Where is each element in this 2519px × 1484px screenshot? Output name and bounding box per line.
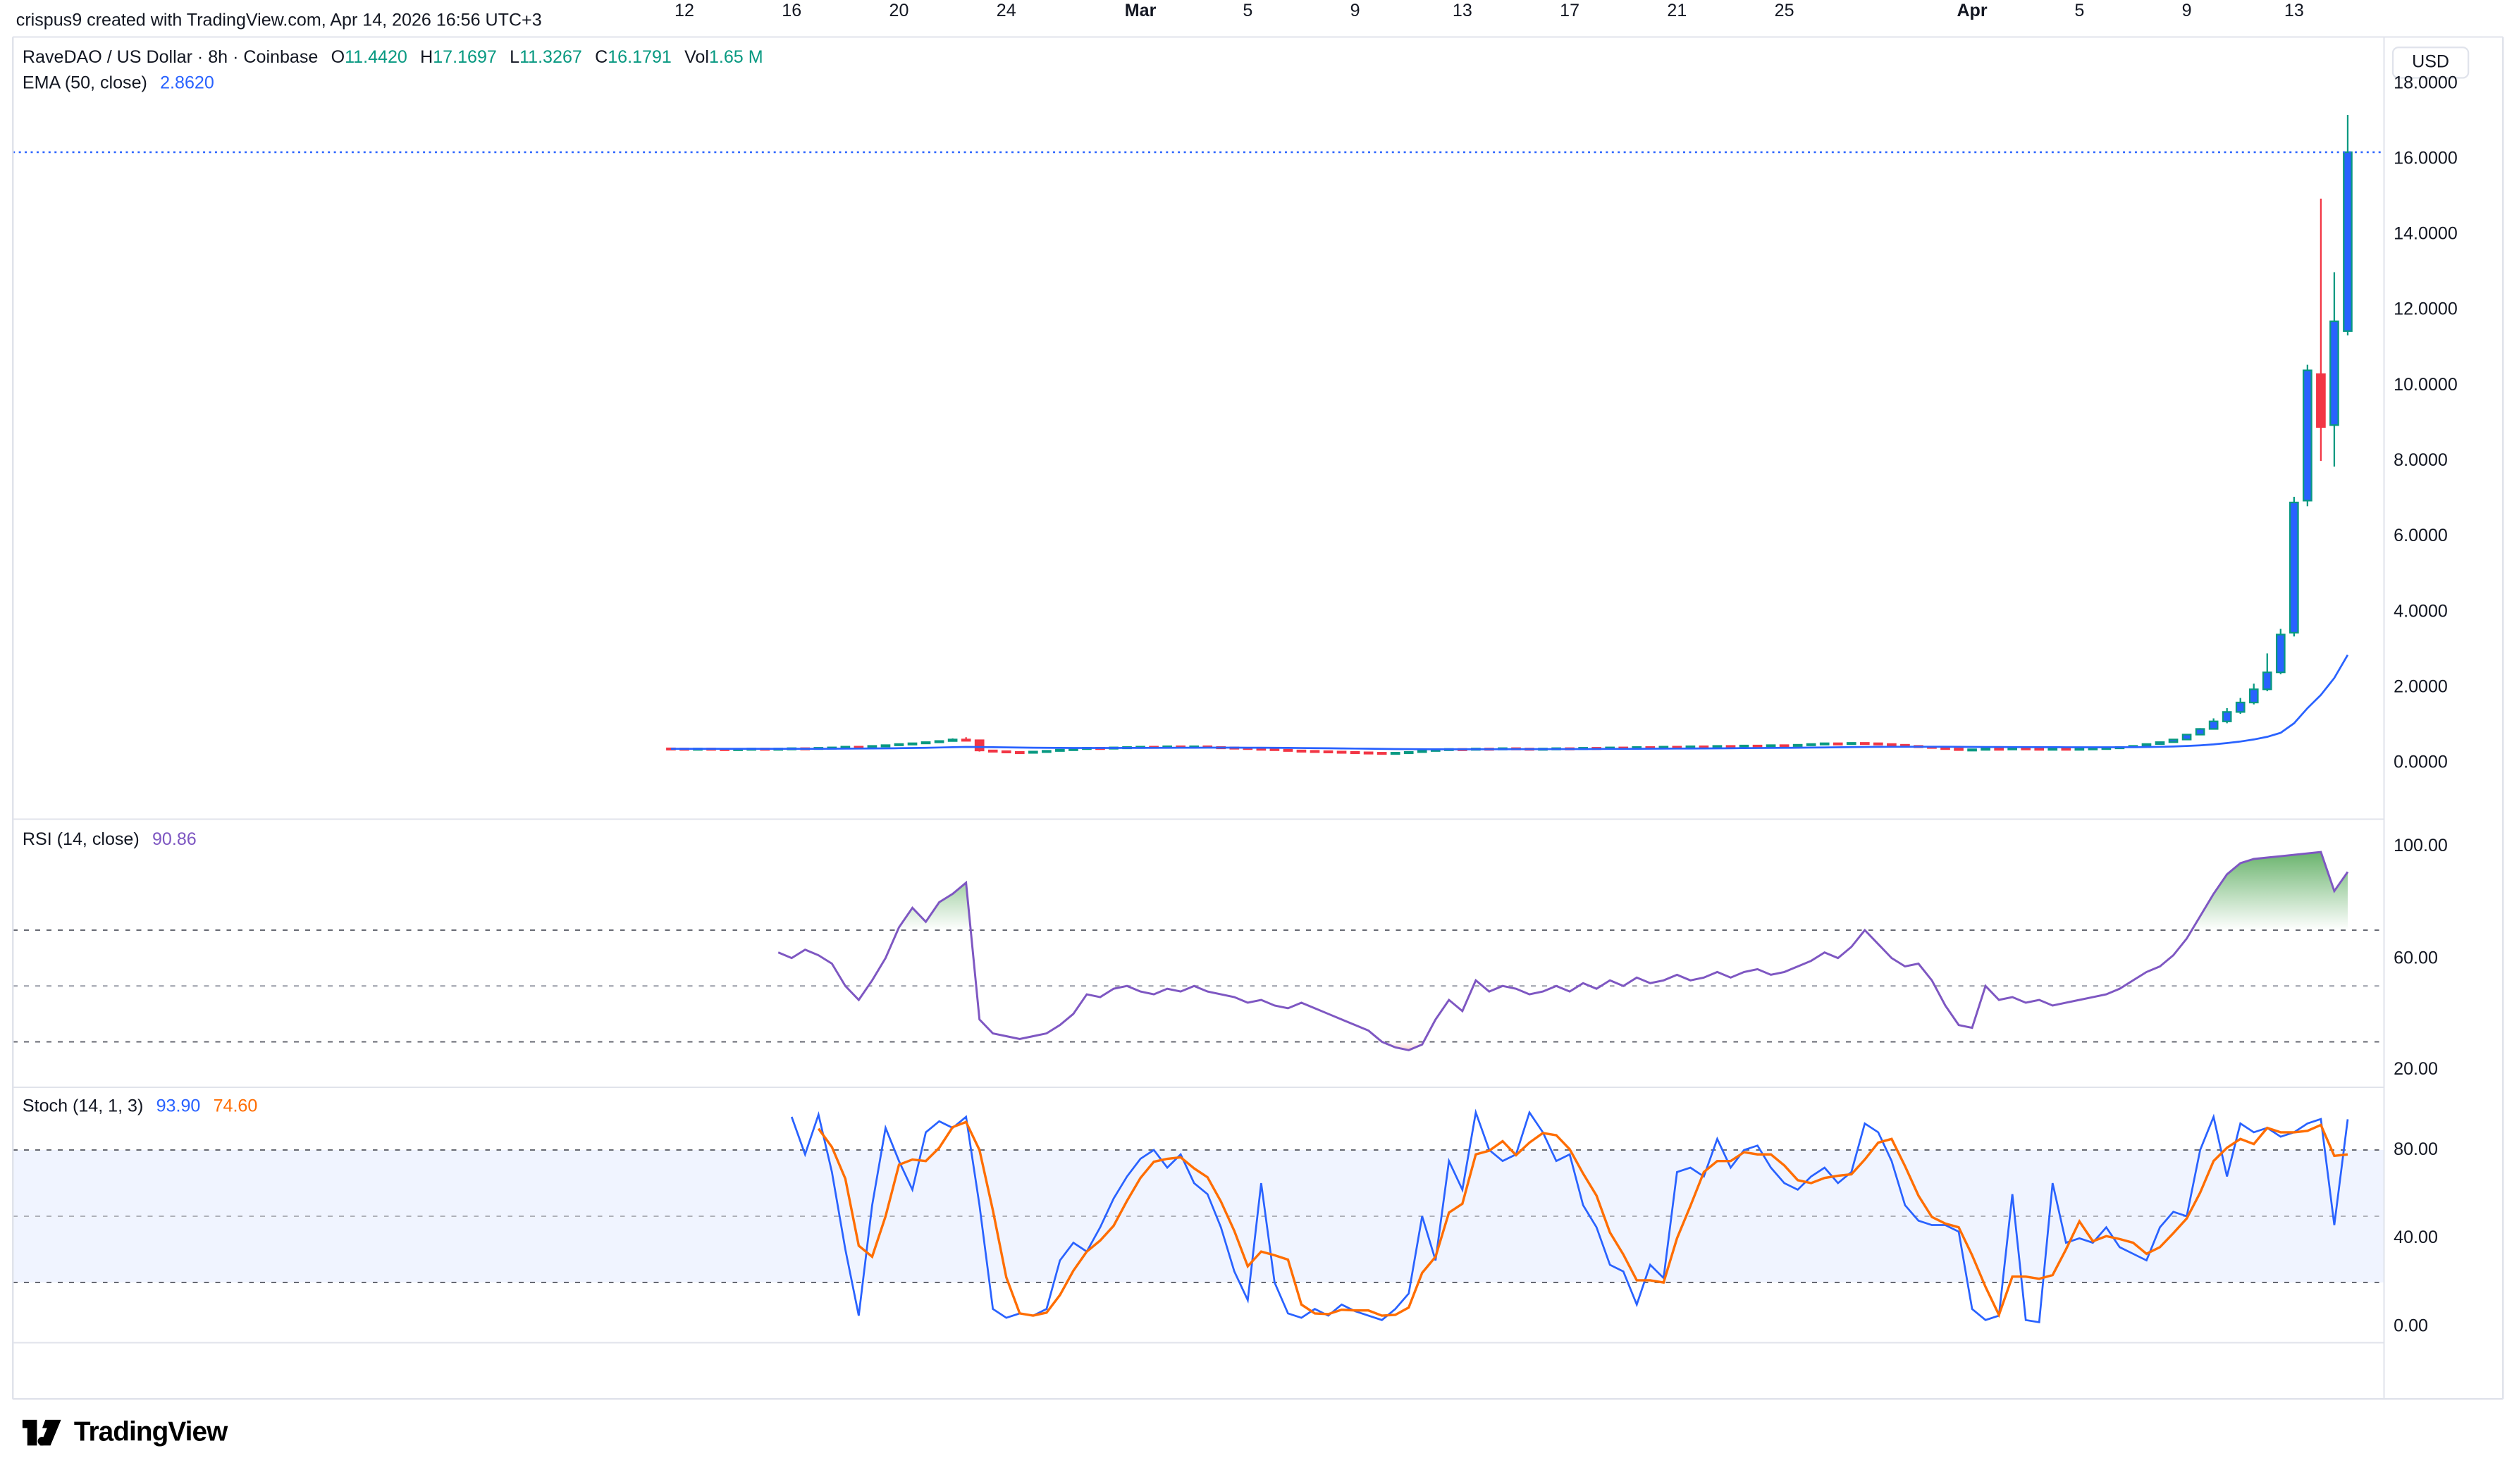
stoch-tick-label: 0.00	[2394, 1317, 2428, 1337]
time-tick-label: 13	[1452, 1, 1472, 21]
rsi-overbought-fill	[897, 852, 2348, 1051]
time-tick-label: Apr	[1957, 1, 1988, 21]
time-tick-label: 20	[889, 1, 909, 21]
stoch-legend: Stoch (14, 1, 3) 93.90 74.60	[23, 1097, 257, 1116]
tradingview-logo-icon	[22, 1419, 61, 1446]
price-tick-label: 2.0000	[2394, 677, 2448, 698]
symbol-legend: RaveDAO / US Dollar · 8h · Coinbase O 11.…	[23, 48, 763, 67]
time-tick-label: Mar	[1124, 1, 1157, 21]
ema-line	[670, 654, 2349, 750]
symbol-title: RaveDAO / US Dollar · 8h · Coinbase	[22, 48, 319, 68]
stoch-k-line	[790, 1108, 2349, 1324]
ema-label: EMA (50, close)	[22, 73, 147, 94]
candlestick-series	[666, 114, 2353, 755]
time-tick-label: 9	[2181, 1, 2192, 21]
price-tick-label: 0.0000	[2394, 753, 2448, 773]
price-tick-label: 14.0000	[2394, 225, 2458, 245]
rsi-tick-label: 60.00	[2394, 948, 2438, 968]
volume-value: Vol 1.65 M	[684, 48, 763, 68]
close-value: C 16.1791	[595, 48, 672, 68]
open-value: O 11.4420	[331, 48, 407, 68]
rsi-value: 90.86	[152, 830, 197, 850]
time-tick-label: 9	[1350, 1, 1360, 21]
high-value: H 17.1697	[420, 48, 497, 68]
indicator-level-lines	[13, 929, 2384, 1284]
time-tick-label: 5	[1243, 1, 1253, 21]
price-tick-label: 12.0000	[2394, 300, 2458, 320]
stoch-d-line	[817, 1120, 2348, 1318]
chart-frame-lines	[12, 36, 2504, 1400]
stoch-tick-label: 40.00	[2394, 1228, 2438, 1249]
stoch-d-value: 74.60	[213, 1096, 258, 1117]
time-tick-label: 13	[2284, 1, 2304, 21]
price-tick-label: 4.0000	[2394, 602, 2448, 622]
price-tick-label: 8.0000	[2394, 451, 2448, 471]
ema-value: 2.8620	[160, 73, 214, 94]
time-tick-label: 5	[2074, 1, 2085, 21]
time-tick-label: 12	[675, 1, 694, 21]
price-tick-label: 6.0000	[2394, 526, 2448, 546]
attribution-text: crispus9 created with TradingView.com, A…	[16, 11, 542, 31]
tradingview-logo[interactable]: TradingView	[21, 1415, 228, 1450]
low-value: L 11.3267	[510, 48, 582, 68]
price-tick-label: 10.0000	[2394, 376, 2458, 395]
stoch-k-value: 93.90	[156, 1096, 201, 1117]
time-tick-label: 25	[1774, 1, 1794, 21]
rsi-tick-label: 20.00	[2394, 1060, 2438, 1080]
time-tick-label: 21	[1667, 1, 1687, 21]
time-tick-label: 16	[782, 1, 802, 21]
price-tick-label: 16.0000	[2394, 149, 2458, 169]
time-tick-label: 24	[996, 1, 1016, 21]
stoch-tick-label: 80.00	[2394, 1140, 2438, 1160]
rsi-line	[777, 851, 2349, 1051]
rsi-legend: RSI (14, close) 90.86	[23, 830, 197, 849]
stoch-label: Stoch (14, 1, 3)	[22, 1096, 144, 1117]
ema-legend: EMA (50, close) 2.8620	[23, 74, 214, 93]
rsi-label: RSI (14, close)	[22, 830, 140, 850]
tradingview-logo-text: TradingView	[73, 1416, 228, 1447]
time-tick-label: 17	[1560, 1, 1580, 21]
rsi-tick-label: 100.00	[2394, 836, 2448, 856]
currency-toggle-button[interactable]: USD	[2391, 47, 2470, 79]
price-tick-label: 18.0000	[2394, 73, 2458, 94]
